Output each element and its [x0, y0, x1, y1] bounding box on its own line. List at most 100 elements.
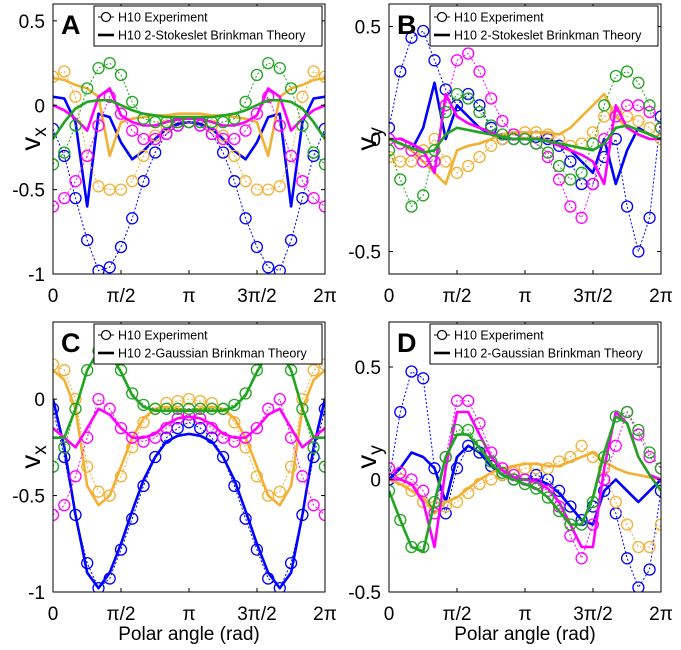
panel-c-green-experiment-point	[250, 364, 264, 377]
panel-d-magenta-experiment-point	[609, 439, 622, 452]
panel-c-x-tick-label: 2π	[313, 604, 337, 625]
panel-d-orange-experiment-point	[541, 462, 555, 475]
panel-c-green-experiment-point	[126, 387, 139, 400]
panel-a-y-tick-label: -0.5	[12, 181, 45, 202]
panel-c-magenta-experiment-point	[69, 470, 82, 483]
panel-b-green-experiment-point	[439, 105, 452, 119]
panel-b-orange-experiment-point	[462, 159, 475, 173]
panel-a-green-experiment-point	[69, 119, 82, 132]
panel-b-blue-experiment-point	[394, 65, 407, 78]
panel-c-green-experiment-point	[137, 398, 150, 412]
panel-c-x-tick-label: π/2	[107, 604, 136, 625]
panel-c-blue-theory-line	[53, 398, 325, 590]
panel-c-orange-experiment-point	[273, 485, 286, 498]
panel-d-magenta-experiment-point	[575, 552, 588, 565]
panel-d-x-tick-label: 3π/2	[573, 604, 613, 625]
panel-a-legend	[93, 5, 323, 47]
panel-c-green-experiment-point	[239, 387, 252, 400]
panel-c-magenta-experiment-point	[92, 392, 105, 406]
panel-c-green-experiment-point	[284, 364, 298, 377]
panel-d-blue-experiment-point	[428, 462, 441, 475]
panel-b-legend-theory-label: H10 2-Stokeslet Brinkman Theory	[454, 29, 642, 43]
panel-c-label: C	[61, 328, 81, 358]
panel-a-blue-experiment-point	[58, 149, 71, 163]
panel-a-magenta-experiment-point	[273, 119, 286, 132]
panel-d-magenta-theory-line	[389, 410, 661, 549]
panel-d-orange-experiment-point	[632, 540, 645, 554]
panel-c-magenta-experiment-point	[58, 499, 71, 512]
panel-b-blue-experiment-point	[620, 200, 634, 213]
panel-d-green-experiment-point	[609, 410, 622, 423]
panel-d-green-experiment-point	[496, 466, 509, 479]
panel-a-legend-experiment-marker	[100, 11, 112, 23]
panel-a-orange-experiment-point	[273, 180, 286, 193]
panel-b-orange-experiment-point	[473, 150, 486, 164]
panel-c-orange-experiment-point	[53, 358, 60, 371]
panel-d-blue-experiment-point	[620, 552, 634, 565]
panel-a-x-tick-label: π/2	[107, 286, 136, 307]
panel-d-green-experiment-point	[518, 477, 532, 491]
panel-a-x-tick-label: 3π/2	[237, 286, 277, 307]
panel-b-blue-experiment-point	[389, 121, 396, 134]
panel-b-y-axis-label-subscript: y	[366, 127, 387, 137]
panel-a-magenta-theory-line	[53, 87, 325, 132]
panel-a-magenta-experiment-point	[149, 132, 162, 146]
panel-d-orange-experiment-point	[575, 439, 588, 452]
panel-a-green-theory-line	[53, 98, 325, 140]
panel-a-blue-experiment-point	[239, 212, 252, 225]
panel-b-green-experiment-point	[541, 146, 555, 159]
panel-c-legend-experiment-marker	[100, 329, 112, 341]
panel-d-x-tick-label: 0	[384, 604, 395, 625]
panel-c-orange-theory-line	[53, 369, 325, 507]
panel-b-green-experiment-point	[632, 76, 645, 89]
panel-a: 0 π/2 π 3π/2 2π 0.5 0 -0.5 -1 vx A H10 Experiment H1…	[12, 3, 337, 307]
panel-b-green-experiment-point	[389, 144, 396, 157]
panel-a-magenta-experiment-point	[69, 175, 82, 188]
panel-a-blue-experiment-point	[273, 264, 286, 274]
panel-b-magenta-experiment-point	[496, 114, 509, 128]
panel-c-green-experiment-point	[58, 441, 71, 454]
panel-a-magenta-experiment-point	[92, 119, 105, 132]
panel-c-y-tick-label: 0	[34, 390, 45, 411]
panel-a-orange-experiment-point	[92, 180, 105, 193]
panel-a-blue-experiment-point	[284, 234, 298, 247]
panel-a-blue-experiment-point	[149, 146, 162, 159]
panel-c-x-tick-label: π	[182, 604, 195, 625]
panel-b-x-tick-label: 0	[384, 286, 395, 307]
panel-b-plot-area	[389, 24, 661, 258]
panel-a-orange-experiment-point	[114, 183, 128, 196]
panel-a-green-experiment-point	[273, 61, 286, 75]
panel-a-x-tick-label: 2π	[313, 286, 337, 307]
panel-a-magenta-experiment-point	[205, 127, 219, 141]
panel-d-green-experiment-point	[394, 513, 407, 527]
panel-a-green-experiment-point	[126, 95, 139, 109]
panel-b-green-experiment-point	[552, 159, 566, 173]
panel-d-y-tick-label: -0.5	[348, 583, 381, 604]
panel-c-orange-experiment-point	[92, 485, 105, 498]
panel-d-green-experiment-point	[643, 446, 656, 459]
panel-c-magenta-theory-line	[53, 407, 325, 449]
panel-b-y-tick-label: -0.5	[348, 243, 381, 264]
panel-d-blue-experiment-point	[450, 462, 464, 475]
panel-c-orange-experiment-point	[58, 364, 71, 377]
panel-d-orange-experiment-point	[609, 495, 622, 509]
panel-a-blue-experiment-point	[92, 264, 105, 274]
panel-a-x-tick-label: 0	[48, 286, 59, 307]
panel-a-orange-experiment-point	[307, 65, 320, 78]
panel-d-green-experiment-point	[552, 504, 566, 518]
panel-c-green-experiment-point	[69, 402, 82, 415]
panel-b-legend-experiment-marker	[436, 11, 448, 23]
panel-c-orange-experiment-line	[53, 363, 325, 497]
panel-a-green-experiment-point	[58, 146, 71, 159]
panel-c-orange-experiment-point	[126, 441, 139, 454]
panel-b-magenta-experiment-point	[541, 150, 555, 164]
panel-d-orange-experiment-point	[643, 540, 656, 554]
panel-a-blue-experiment-point	[216, 146, 230, 159]
panel-d-blue-experiment-point	[405, 365, 418, 378]
panel-c-y-tick-label: -1	[28, 583, 45, 604]
panel-c-orange-experiment-point	[81, 460, 94, 473]
panel-a-orange-experiment-point	[250, 183, 264, 196]
panel-b-x-tick-label: π/2	[443, 286, 472, 307]
panel-b-green-experiment-point	[417, 189, 430, 202]
panel-a-orange-experiment-point	[69, 90, 82, 103]
